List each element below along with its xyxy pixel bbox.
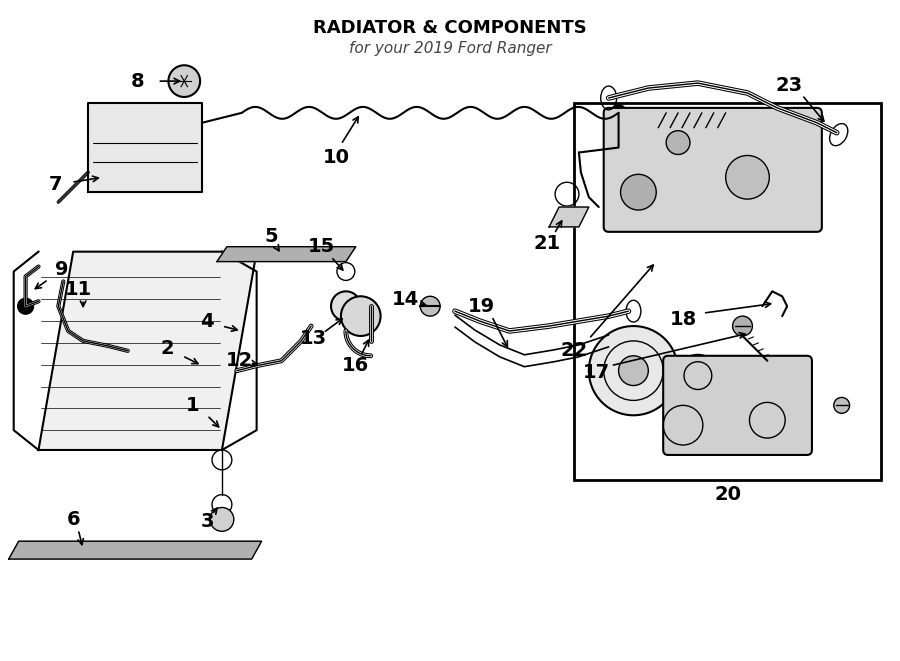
Polygon shape [217, 247, 356, 262]
Circle shape [833, 397, 850, 413]
Text: 13: 13 [300, 329, 327, 348]
Text: 20: 20 [714, 485, 741, 504]
Text: 8: 8 [130, 71, 145, 91]
Text: 19: 19 [468, 297, 495, 316]
Text: 4: 4 [200, 311, 214, 330]
Text: RADIATOR & COMPONENTS: RADIATOR & COMPONENTS [313, 19, 587, 36]
Text: 23: 23 [776, 75, 803, 95]
Circle shape [610, 105, 626, 121]
Circle shape [621, 175, 656, 210]
Text: 11: 11 [65, 280, 92, 299]
Text: 6: 6 [67, 510, 80, 529]
Circle shape [725, 155, 770, 199]
Text: 21: 21 [534, 234, 561, 253]
Circle shape [420, 296, 440, 316]
Circle shape [341, 296, 381, 336]
Text: 1: 1 [185, 396, 199, 415]
Text: 15: 15 [308, 237, 335, 256]
Text: 9: 9 [55, 260, 68, 279]
Ellipse shape [331, 292, 361, 321]
Text: 16: 16 [342, 356, 369, 375]
Circle shape [168, 65, 200, 97]
Text: 12: 12 [226, 351, 254, 370]
FancyBboxPatch shape [574, 103, 881, 480]
Polygon shape [549, 207, 589, 227]
Circle shape [589, 326, 678, 415]
Text: 3: 3 [201, 512, 214, 531]
Text: 18: 18 [670, 309, 697, 329]
Text: 7: 7 [49, 175, 62, 194]
Polygon shape [39, 252, 256, 450]
Polygon shape [88, 103, 202, 192]
Circle shape [733, 316, 752, 336]
FancyBboxPatch shape [663, 356, 812, 455]
Text: 5: 5 [265, 227, 278, 247]
Circle shape [618, 356, 648, 385]
Text: 10: 10 [322, 148, 349, 167]
Circle shape [18, 298, 33, 314]
Text: 22: 22 [561, 341, 588, 360]
Ellipse shape [677, 355, 719, 397]
Text: 17: 17 [583, 363, 610, 382]
Circle shape [666, 131, 690, 155]
Circle shape [210, 508, 234, 531]
Polygon shape [9, 541, 262, 559]
Text: 2: 2 [160, 339, 175, 358]
Text: for your 2019 Ford Ranger: for your 2019 Ford Ranger [348, 42, 552, 56]
Text: 14: 14 [392, 290, 419, 309]
FancyBboxPatch shape [604, 108, 822, 232]
